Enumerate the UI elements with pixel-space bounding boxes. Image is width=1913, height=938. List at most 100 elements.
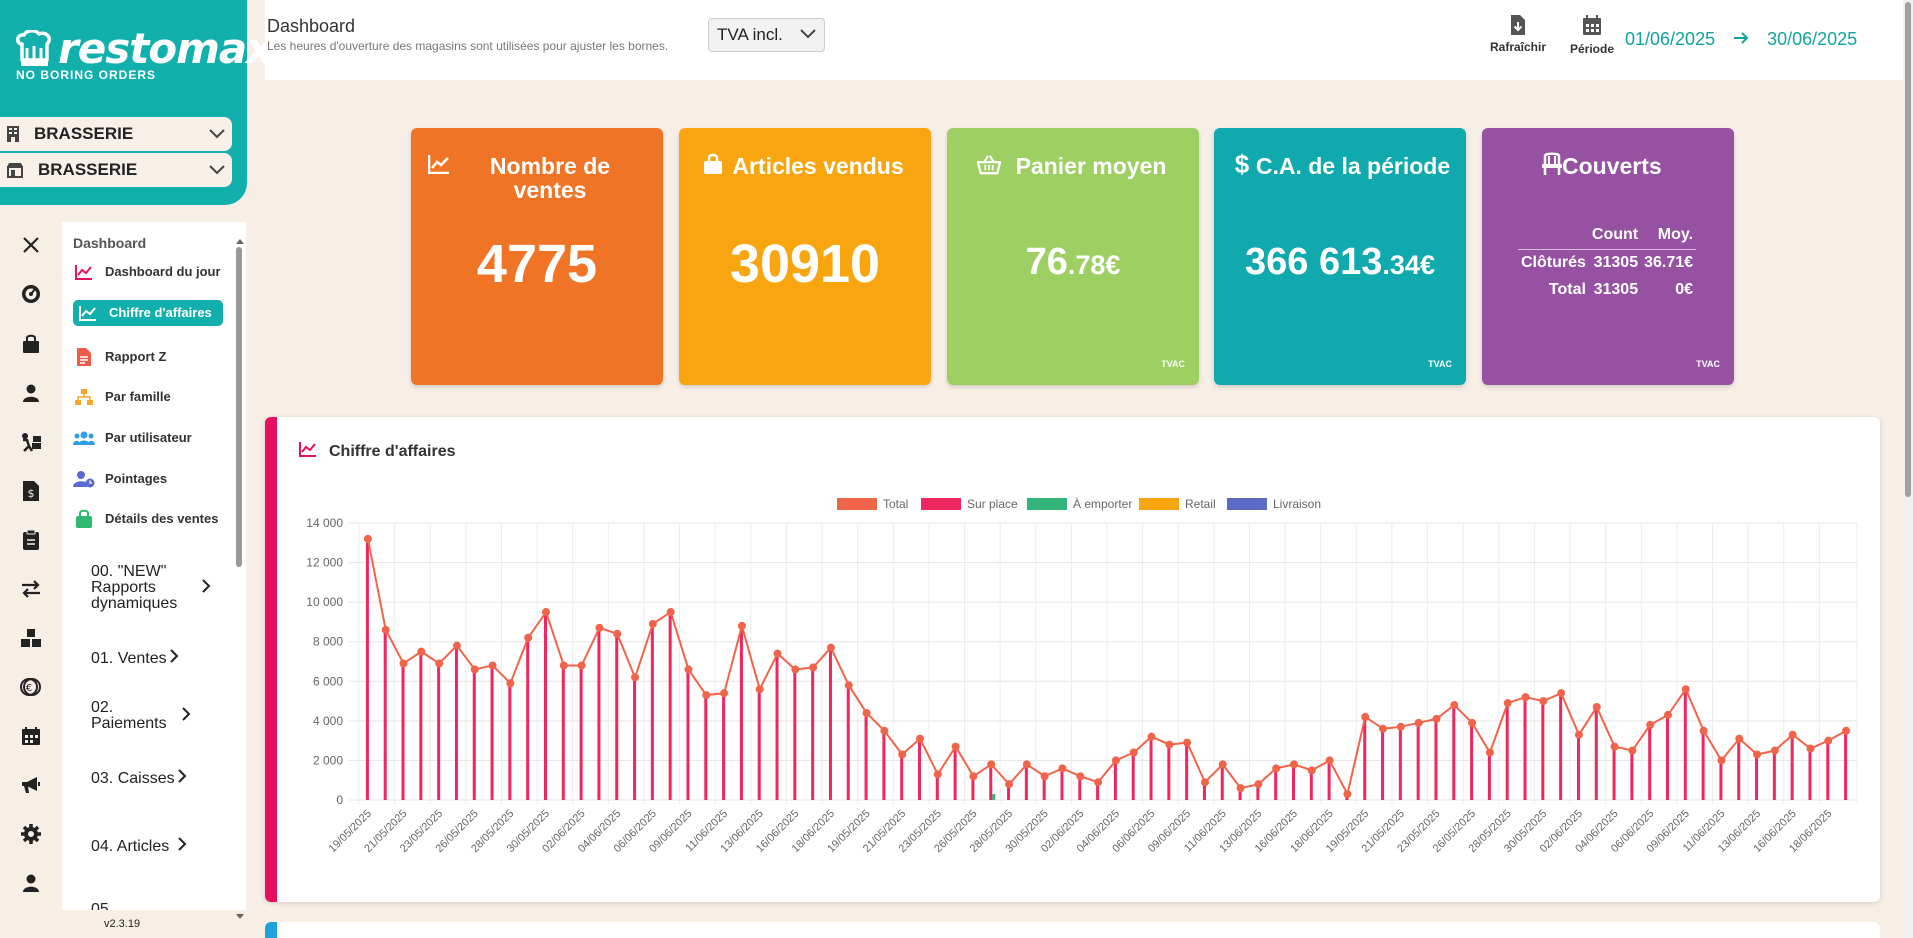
point-total	[435, 659, 444, 668]
y-tick-label: 2 000	[313, 753, 343, 767]
sidebar-icon-column: $ €	[0, 222, 62, 910]
bar-sur-place	[508, 685, 512, 800]
megaphone-icon[interactable]	[18, 772, 44, 798]
menu-section-title: Dashboard	[73, 235, 147, 251]
date-range[interactable]: 01/06/2025 30/06/2025	[1625, 29, 1857, 50]
menu-group-label: 03. Caisses	[91, 769, 175, 787]
bar-sur-place	[419, 653, 423, 800]
gauge-icon[interactable]	[18, 281, 44, 307]
point-total	[1753, 750, 1762, 759]
table-row: Total 31305 0€	[1518, 277, 1696, 304]
scroll-up-icon[interactable]	[234, 237, 246, 245]
brand-name: restomax	[58, 24, 273, 73]
tva-select[interactable]: TVA incl.	[708, 18, 825, 52]
boxes-icon[interactable]	[18, 625, 44, 651]
point-total	[1806, 744, 1815, 753]
bar-sur-place	[1755, 756, 1759, 800]
bar-sur-place	[1238, 790, 1242, 800]
point-total	[542, 608, 550, 617]
point-total	[1076, 772, 1085, 781]
point-total	[577, 661, 586, 670]
menu-group-rapports-dynamiques[interactable]: 00. "NEW" Rapports dynamiques	[91, 564, 211, 612]
point-total	[631, 673, 640, 682]
point-total	[1681, 685, 1690, 694]
store-select-1[interactable]: BRASSERIE	[0, 117, 232, 151]
settings-icon[interactable]	[18, 821, 44, 847]
menu-item-rapport-z[interactable]: Rapport Z	[73, 346, 223, 368]
point-total	[737, 621, 746, 630]
menu-item-label: Dashboard du jour	[105, 264, 221, 279]
bag-icon[interactable]	[18, 331, 44, 357]
clipboard-icon[interactable]	[18, 527, 44, 553]
user-icon[interactable]	[18, 380, 44, 406]
point-total	[1770, 746, 1779, 755]
store-select-2[interactable]: BRASSERIE	[0, 153, 232, 187]
bar-sur-place	[882, 732, 886, 800]
calendar-icon[interactable]	[18, 723, 44, 749]
refresh-button[interactable]: Rafraîchir	[1486, 14, 1550, 54]
menu-item-pointages[interactable]: Pointages	[73, 468, 223, 490]
bar-sur-place	[437, 665, 441, 800]
point-total	[1379, 724, 1388, 733]
invoice-icon[interactable]: $	[18, 478, 44, 504]
close-icon[interactable]	[18, 232, 44, 258]
panel-accent-bar	[265, 922, 277, 938]
brand-tagline: NO BORING ORDERS	[16, 68, 157, 82]
restomax-logo[interactable]: restomax NO BORING ORDERS	[12, 24, 273, 84]
scrollbar-thumb[interactable]	[236, 247, 242, 567]
euro-icon[interactable]: €	[18, 674, 44, 700]
period-label: Période	[1569, 42, 1614, 56]
kpi-nombre-de-ventes: Nombre de ventes 4775	[411, 128, 663, 385]
point-total	[1165, 740, 1174, 749]
menu-item-par-utilisateur[interactable]: Par utilisateur	[73, 427, 223, 449]
calendar-icon	[1583, 15, 1601, 35]
table-header	[1518, 222, 1589, 250]
point-total	[862, 708, 871, 717]
revenue-chart[interactable]: Total Sur place À emporter Retail Livraison 0…	[265, 417, 1880, 902]
next-panel	[265, 922, 1880, 938]
kpi-footnote: TVAC	[1161, 359, 1185, 369]
point-total	[1592, 703, 1601, 712]
menu-item-par-famille[interactable]: Par famille	[73, 386, 223, 408]
menu-group-paiements[interactable]: 02. Paiements	[91, 700, 191, 732]
point-total	[987, 760, 996, 769]
sidebar-scrollbar[interactable]	[234, 237, 246, 919]
legend-swatch	[837, 498, 877, 510]
scrollbar-thumb[interactable]	[1905, 2, 1911, 497]
point-total	[1111, 756, 1120, 765]
point-total	[755, 685, 764, 694]
menu-group-caisses[interactable]: 03. Caisses	[91, 768, 187, 789]
bar-sur-place	[775, 655, 779, 800]
menu-item-dashboard-du-jour[interactable]: Dashboard du jour	[73, 261, 223, 283]
bar-sur-place	[401, 665, 405, 800]
menu-group-more[interactable]: 05.	[91, 902, 211, 911]
kpi-footnote: TVAC	[1696, 359, 1720, 369]
period-button[interactable]: Période	[1560, 14, 1624, 56]
handcart-icon[interactable]	[18, 429, 44, 455]
bar-sur-place	[739, 627, 743, 800]
legend-label: Total	[883, 497, 908, 511]
transfer-icon[interactable]	[18, 576, 44, 602]
bar-sur-place	[1612, 748, 1616, 800]
bar-sur-place	[1060, 770, 1064, 800]
bar-sur-place	[846, 687, 850, 800]
arrow-right-icon	[1733, 29, 1749, 50]
point-total	[381, 625, 390, 634]
kpi-value-int: 76	[1025, 241, 1068, 283]
bar-sur-place	[1327, 762, 1331, 800]
app-version: v2.3.19	[104, 918, 141, 930]
account-icon[interactable]	[18, 870, 44, 896]
kpi-title: Panier moyen	[1015, 153, 1167, 179]
page-scrollbar[interactable]	[1903, 0, 1913, 938]
bar-sur-place	[828, 649, 832, 800]
scroll-down-icon[interactable]	[234, 913, 246, 921]
point-total	[898, 750, 907, 759]
menu-group-articles[interactable]: 04. Articles	[91, 836, 187, 857]
table-cell: Total	[1548, 281, 1586, 298]
bar-sur-place	[1274, 770, 1278, 800]
menu-group-ventes[interactable]: 01. Ventes	[91, 648, 211, 669]
point-total	[1200, 778, 1209, 787]
menu-item-chiffre-daffaires[interactable]: Chiffre d'affaires	[73, 300, 223, 326]
point-total	[951, 742, 960, 751]
menu-item-details-des-ventes[interactable]: Détails des ventes	[73, 508, 223, 530]
